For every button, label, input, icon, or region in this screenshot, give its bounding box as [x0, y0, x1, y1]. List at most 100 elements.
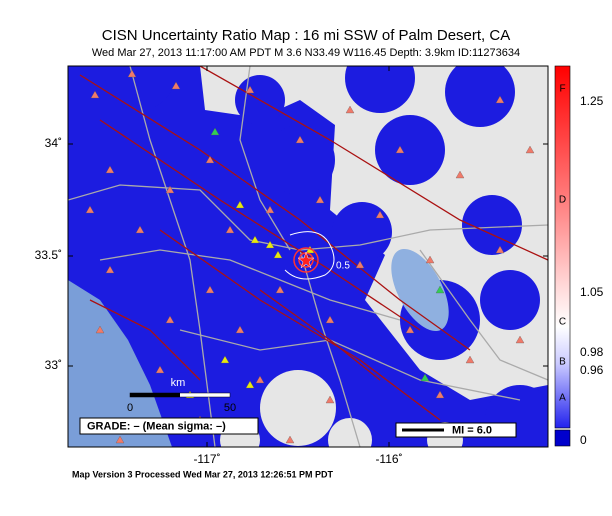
tick [543, 365, 548, 367]
contour [284, 231, 335, 280]
station [345, 105, 355, 114]
road [299, 249, 361, 447]
station [395, 145, 405, 154]
colorbar-label: 0.98 [580, 345, 604, 359]
station [465, 355, 475, 364]
station [250, 235, 260, 244]
grade-letter: C [559, 317, 566, 328]
station [425, 255, 435, 264]
lon-label: -116˚ [375, 452, 402, 466]
uncertainty-blob [480, 270, 540, 330]
station [455, 170, 465, 179]
grade-letter: D [559, 195, 566, 206]
uncertainty-blob [462, 195, 522, 255]
ocean [68, 280, 172, 447]
station [525, 145, 535, 154]
scale-end: 50 [224, 402, 236, 414]
colorbar-label: 0.96 [580, 363, 604, 377]
grade-letter: F [559, 84, 565, 95]
station [325, 315, 335, 324]
low-uncertainty [260, 370, 336, 446]
station [435, 285, 445, 294]
grade-letter: A [559, 393, 566, 404]
station [127, 69, 137, 78]
road [99, 249, 401, 321]
station [220, 355, 230, 364]
low-uncertainty [328, 418, 372, 447]
station [235, 325, 245, 334]
station [85, 205, 95, 214]
station [95, 325, 105, 334]
station [171, 81, 181, 90]
grade-box [79, 417, 259, 435]
station [375, 210, 385, 219]
fault [99, 119, 421, 331]
station [495, 245, 505, 254]
tick [68, 255, 73, 257]
salton-sea [391, 248, 449, 332]
station [515, 335, 525, 344]
station [275, 285, 285, 294]
station [115, 435, 125, 444]
colorbar-label: 0 [580, 433, 587, 447]
station [235, 200, 245, 209]
station [265, 240, 275, 249]
station [273, 250, 283, 259]
legend-box [395, 422, 517, 438]
station [205, 285, 215, 294]
lon-label: -117˚ [193, 452, 220, 466]
road [239, 66, 291, 251]
colorbar [554, 65, 571, 429]
uncertainty-blob [345, 66, 415, 113]
station [105, 165, 115, 174]
road [419, 249, 548, 381]
lat-label: 34˚ [45, 136, 62, 150]
tick [543, 143, 548, 145]
tick [388, 442, 390, 447]
station [105, 265, 115, 274]
station [210, 127, 220, 136]
uncertainty-blob [375, 115, 445, 185]
colorbar-zero [554, 429, 571, 447]
lat-label: 33˚ [45, 358, 62, 372]
scale-bar: km 0 50 [127, 377, 236, 414]
map: 0.5 [68, 66, 548, 447]
subtitle: Wed Mar 27, 2013 11:17:00 AM PDT M 3.6 N… [92, 47, 520, 59]
fault [79, 74, 471, 351]
station [255, 375, 265, 384]
fault [199, 66, 548, 261]
station [245, 380, 255, 389]
uncertainty-blob [445, 66, 515, 127]
station [245, 85, 255, 94]
station [285, 435, 295, 444]
uncertainty-blob [105, 66, 175, 110]
station [405, 325, 415, 334]
station [135, 225, 145, 234]
station [435, 390, 445, 399]
station [325, 395, 335, 404]
tick [206, 66, 208, 71]
station [315, 195, 325, 204]
scale-start: 0 [127, 402, 133, 414]
contour-label: 0.5 [336, 261, 350, 272]
scale-unit: km [171, 377, 186, 389]
station [265, 205, 275, 214]
station [420, 373, 430, 382]
legend-label: MI = 6.0 [452, 424, 492, 436]
title: CISN Uncertainty Ratio Map : 16 mi SSW o… [102, 27, 510, 44]
station [165, 315, 175, 324]
station [205, 155, 215, 164]
station [155, 365, 165, 374]
station [295, 135, 305, 144]
epicenter [293, 247, 319, 273]
tick [388, 66, 390, 71]
tick [206, 442, 208, 447]
station [90, 90, 100, 99]
tick [68, 365, 73, 367]
tick [68, 143, 73, 145]
uncertainty-blob [265, 125, 335, 195]
grade-letter: B [559, 357, 566, 368]
fault [89, 299, 201, 381]
tick [543, 255, 548, 257]
